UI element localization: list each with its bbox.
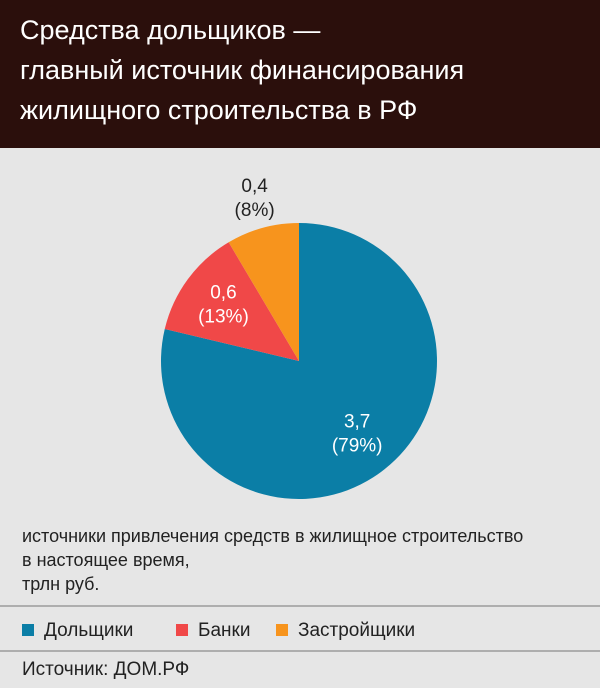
percent-label: (8%) — [235, 200, 275, 221]
chart-subtitle: источники привлечения средств в жилищное… — [22, 526, 523, 546]
legend-swatch — [276, 624, 288, 636]
chart-subtitle: трлн руб. — [22, 574, 99, 594]
legend-label: Дольщики — [44, 620, 133, 641]
legend-label: Банки — [198, 620, 250, 641]
legend-swatch — [22, 624, 34, 636]
value-label: 3,7 — [344, 412, 370, 433]
chart-title: Средства дольщиков — — [20, 15, 320, 45]
chart-title: главный источник финансирования — [20, 55, 464, 85]
pie-slice — [228, 223, 299, 361]
chart-subtitle: в настоящее время, — [22, 550, 190, 570]
pie-slice — [164, 242, 299, 361]
percent-label: (13%) — [198, 306, 249, 327]
chart-title: жилищного строительства в РФ — [20, 95, 417, 125]
pie-slice — [161, 223, 438, 500]
percent-label: (79%) — [332, 436, 383, 457]
source: Источник: ДОМ.РФ — [22, 659, 189, 680]
header — [0, 0, 600, 148]
value-label: 0,4 — [241, 176, 268, 197]
legend-swatch — [176, 624, 188, 636]
legend-label: Застройщики — [298, 620, 415, 641]
value-label: 0,6 — [210, 282, 236, 303]
